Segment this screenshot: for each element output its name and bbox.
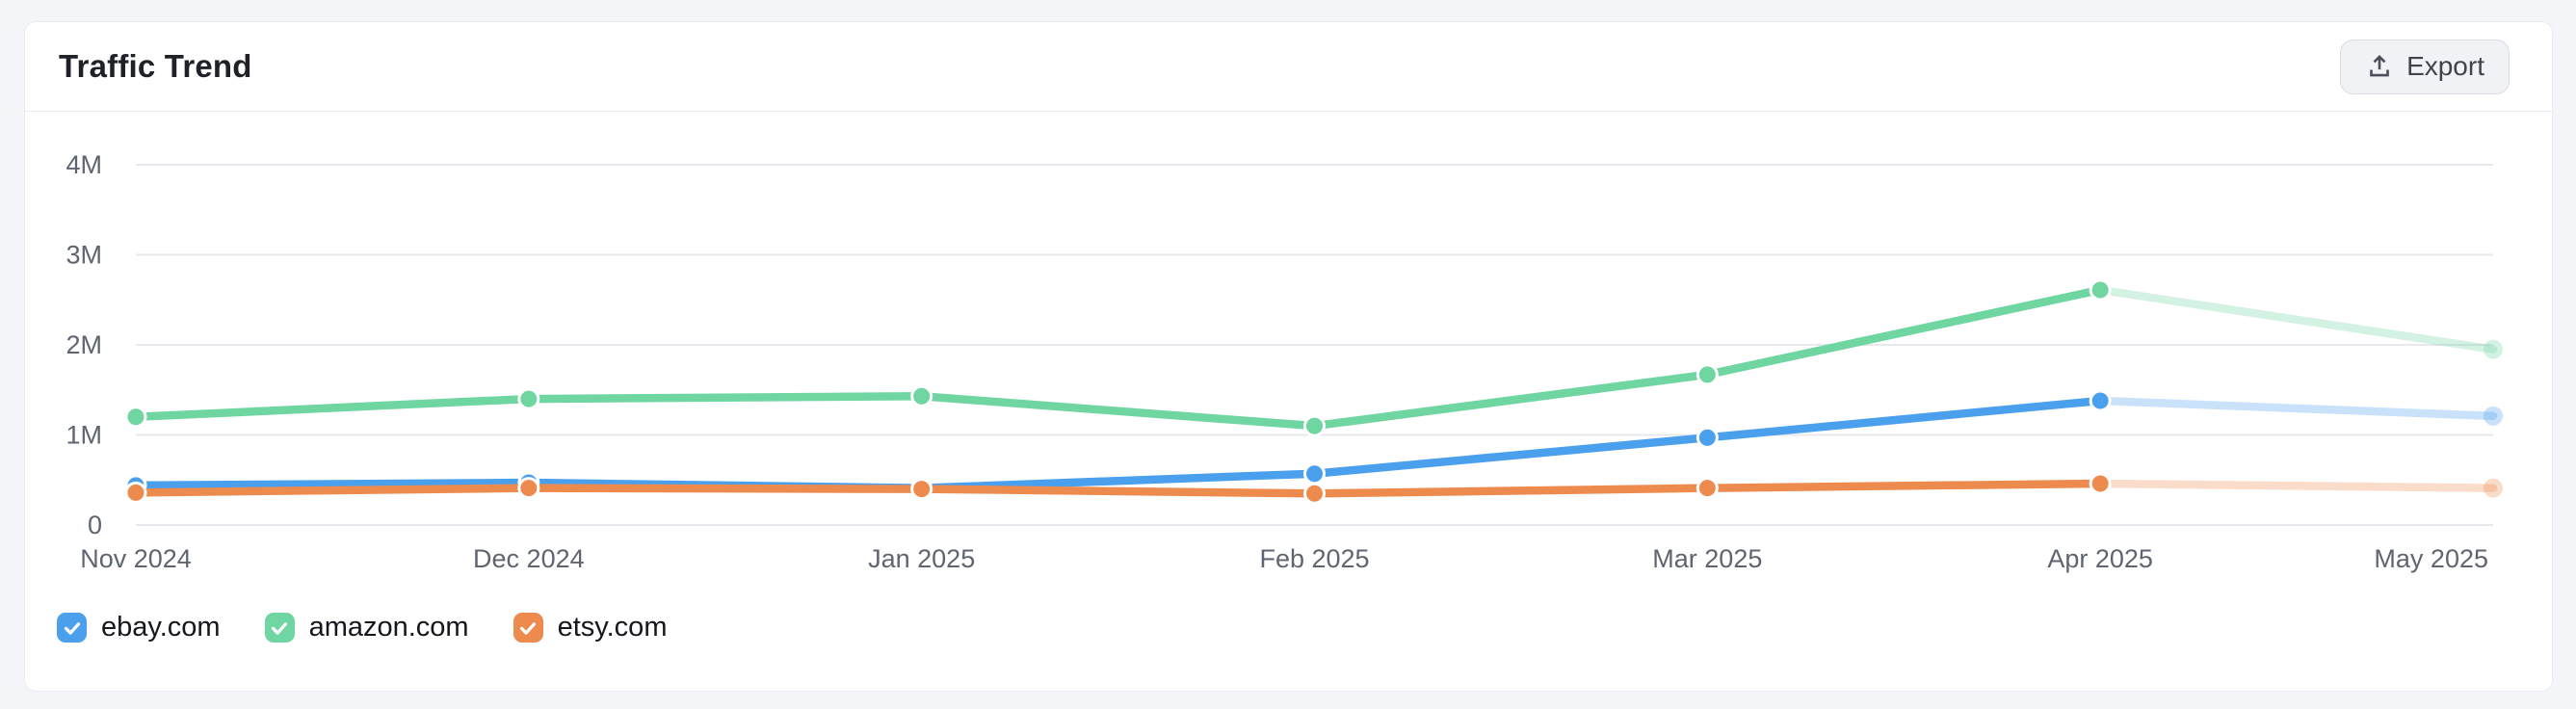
x-tick-label: Mar 2025 [1652,544,1762,573]
data-point-amazon.com-Feb 2025[interactable] [1303,414,1326,437]
card-header: Traffic Trend Export [25,22,2552,112]
checkbox-etsy-checked-icon[interactable] [513,613,543,643]
data-point-etsy.com-Feb 2025[interactable] [1303,482,1326,505]
data-point-ebay.com-May 2025[interactable] [2484,406,2503,426]
y-tick-label: 1M [66,421,102,450]
data-point-etsy.com-Nov 2024[interactable] [124,481,147,504]
legend-item-etsy[interactable]: etsy.com [513,612,668,643]
x-tick-label: Dec 2024 [473,544,585,573]
upload-icon [2365,52,2394,81]
series-line-faded-amazon.com [2095,285,2498,354]
data-point-etsy.com-Dec 2024[interactable] [517,477,540,500]
series-line-amazon.com [131,285,2105,431]
legend-label-ebay: ebay.com [101,612,221,643]
series-line-etsy.com [131,479,2105,498]
y-tick-label: 0 [88,511,102,539]
export-button-label: Export [2406,51,2484,81]
x-tick-label: Nov 2024 [80,544,192,573]
data-point-ebay.com-Apr 2025[interactable] [2089,389,2112,412]
x-tick-label: Feb 2025 [1259,544,1369,573]
page-title: Traffic Trend [59,48,252,84]
legend-label-etsy: etsy.com [557,612,668,643]
series-line-faded-etsy.com [2095,479,2498,492]
data-point-etsy.com-May 2025[interactable] [2484,478,2503,498]
traffic-trend-card: Traffic Trend Export 0 1M 2M 3M 4M Nov 2024 De… [24,21,2553,692]
y-tick-label: 3M [66,241,102,270]
traffic-trend-chart: 0 1M 2M 3M 4M Nov 2024 Dec 2024 Jan 2025 Feb 202… [66,150,2503,573]
data-point-amazon.com-Nov 2024[interactable] [124,406,147,429]
data-point-amazon.com-May 2025[interactable] [2484,339,2503,359]
data-point-amazon.com-Mar 2025[interactable] [1695,363,1719,386]
data-point-etsy.com-Mar 2025[interactable] [1695,477,1719,500]
checkbox-amazon-checked-icon[interactable] [264,613,295,643]
data-point-amazon.com-Dec 2024[interactable] [517,387,540,410]
legend-label-amazon: amazon.com [308,612,469,643]
y-tick-label: 2M [66,330,102,359]
data-point-etsy.com-Jan 2025[interactable] [910,478,933,501]
chart-legend: ebay.com amazon.com etsy.com [57,612,667,643]
data-point-amazon.com-Apr 2025[interactable] [2089,278,2112,302]
x-tick-label: Apr 2025 [2047,544,2153,573]
data-point-ebay.com-Feb 2025[interactable] [1303,462,1326,486]
x-tick-label: May 2025 [2374,544,2488,573]
legend-item-ebay[interactable]: ebay.com [57,612,221,643]
series-line-ebay.com [131,396,2105,492]
series-line-faded-ebay.com [2095,396,2498,421]
checkbox-ebay-checked-icon[interactable] [57,613,87,643]
legend-item-amazon[interactable]: amazon.com [264,612,469,643]
export-button[interactable]: Export [2340,39,2510,94]
y-tick-label: 4M [66,150,102,179]
x-tick-label: Jan 2025 [868,544,975,573]
data-point-amazon.com-Jan 2025[interactable] [910,384,933,407]
data-point-ebay.com-Mar 2025[interactable] [1695,426,1719,449]
data-point-etsy.com-Apr 2025[interactable] [2089,472,2112,495]
